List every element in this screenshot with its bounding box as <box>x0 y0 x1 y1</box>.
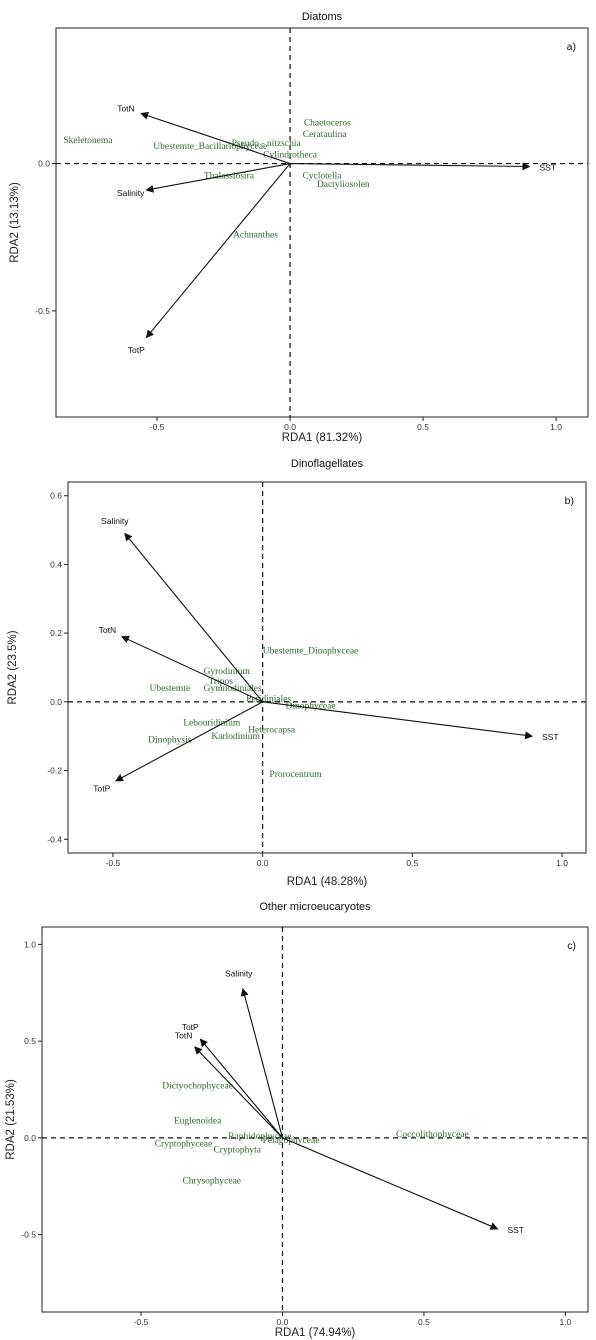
species-label: Euglenoidea <box>174 1116 222 1126</box>
env-vector-arrow <box>145 163 291 193</box>
env-vector-label: SST <box>539 163 556 173</box>
x-tick-label: 1.0 <box>556 858 568 868</box>
y-tick-label: -0.5 <box>35 306 50 316</box>
x-tick-label: 0.5 <box>418 1317 430 1327</box>
species-label: Lebouridinium <box>183 718 241 728</box>
x-axis-label: RDA1 (48.28%) <box>287 876 368 888</box>
env-vector-label: TotN <box>117 103 134 113</box>
species-label: Dinophysis <box>148 736 192 746</box>
panel-2: Dinoflagellates -0.5 0.0 0.5 1.0 -0.4 -0.2 0.0 0… <box>7 458 587 888</box>
species-label: Ubestemte_Dinophyceae <box>263 646 359 656</box>
y-axis-label: RDA2 (13.13%) <box>9 182 21 263</box>
species-label: Cryptophyceae <box>155 1140 213 1150</box>
x-axis-label: RDA1 (74.94%) <box>275 1327 356 1339</box>
species-label: Ubestemte <box>149 684 190 694</box>
species-label: Cerataulina <box>303 130 348 140</box>
x-axis-label: RDA1 (81.32%) <box>282 432 363 444</box>
panel-tag: c) <box>567 940 576 952</box>
panel-title: Diatoms <box>302 11 343 23</box>
x-tick-label: 0.0 <box>257 858 269 868</box>
env-vector-arrow <box>240 987 283 1139</box>
y-tick-label: 0.4 <box>50 559 62 569</box>
x-tick-label: 0.5 <box>406 858 418 868</box>
y-tick-label: 0.0 <box>24 1133 36 1143</box>
env-vector-arrow <box>282 1137 499 1230</box>
plot-frame <box>67 481 587 854</box>
panel-3: Other microeucaryotes -0.5 0.0 0.5 1.0 -0.5 0.… <box>5 901 589 1339</box>
species-label: Dictyochophyceae <box>162 1082 233 1092</box>
env-vector-label: Salinity <box>117 188 145 198</box>
x-tick-label: 0.0 <box>277 1317 289 1327</box>
species-label: Gyrodinium <box>203 667 250 677</box>
species-label: Pelagophyceae <box>262 1136 319 1146</box>
env-vector-arrow <box>194 1046 283 1139</box>
plot-frame <box>41 926 589 1313</box>
env-vector-arrow <box>290 162 531 171</box>
x-tick-label: -0.5 <box>106 858 121 868</box>
species-label: Pseudo - nitzschia <box>232 139 302 149</box>
env-vector-label: SST <box>507 1225 524 1235</box>
y-tick-label: -0.2 <box>47 766 62 776</box>
y-tick-label: 0.2 <box>50 628 62 638</box>
species-label: Chrysophyceae <box>182 1176 241 1186</box>
env-vector-arrow <box>199 1038 283 1139</box>
x-tick-label: 0.5 <box>417 422 429 432</box>
panel-title: Dinoflagellates <box>291 458 364 470</box>
y-tick-label: 0.0 <box>38 159 50 169</box>
x-tick-label: -0.5 <box>150 422 165 432</box>
env-vector-label: TotN <box>175 1030 192 1040</box>
env-vector-label: Salinity <box>225 968 253 978</box>
panel-title: Other microeucaryotes <box>259 901 371 913</box>
species-label: Achnanthes <box>233 230 278 240</box>
x-tick-label: 0.0 <box>284 422 296 432</box>
species-label: Cylindrotheca <box>263 151 318 161</box>
y-tick-label: -0.5 <box>21 1230 36 1240</box>
x-tick-label: -0.5 <box>134 1317 149 1327</box>
y-tick-label: 0.6 <box>50 491 62 501</box>
y-tick-label: 0.0 <box>50 697 62 707</box>
species-label: Chaetoceros <box>304 118 351 128</box>
x-tick-label: 1.0 <box>550 422 562 432</box>
species-label: Raphidophyceae <box>228 1132 291 1142</box>
plot-frame <box>55 27 589 418</box>
species-label: Dinophyceae <box>285 701 335 711</box>
species-label: Dactyliosolen <box>317 180 370 190</box>
species-label: Coccolithophyceae <box>396 1130 469 1140</box>
species-label: Peridiniales <box>246 694 291 704</box>
env-vector-label: TotP <box>182 1022 199 1032</box>
y-tick-label: 0.5 <box>24 1036 36 1046</box>
env-vector-arrow <box>262 701 534 740</box>
species-label: Heterocapsa <box>248 725 296 735</box>
panel-tag: b) <box>565 495 574 507</box>
y-tick-label: -0.4 <box>47 834 62 844</box>
env-vector-label: TotP <box>128 345 145 355</box>
env-vector-arrow <box>140 111 291 165</box>
species-label: Karlodinium <box>211 732 260 742</box>
species-label: Thalassiosira <box>204 171 255 181</box>
species-label: Cryptophyta <box>213 1145 261 1155</box>
species-label: Skeletonema <box>63 136 113 146</box>
y-axis-label: RDA2 (23.5%) <box>7 630 19 704</box>
y-axis-label: RDA2 (21.53%) <box>5 1079 17 1160</box>
species-label: Cyclotella <box>302 171 342 181</box>
y-tick-label: 1.0 <box>24 939 36 949</box>
env-vector-label: Salinity <box>101 516 129 526</box>
env-vector-arrow <box>124 532 264 703</box>
panel-tag: a) <box>567 41 576 53</box>
species-label: Prorocentrum <box>269 770 322 780</box>
species-label: Ubestemte_Bacillariophyceae <box>153 142 267 152</box>
env-vector-arrow <box>145 163 291 339</box>
env-vector-label: TotN <box>99 625 116 635</box>
species-label: Gymnodiniales <box>204 684 262 694</box>
env-vector-label: TotP <box>93 783 110 793</box>
env-vector-label: SST <box>542 732 559 742</box>
env-vector-arrow <box>115 701 263 782</box>
env-vector-arrow <box>120 635 263 703</box>
x-tick-label: 1.0 <box>559 1317 571 1327</box>
